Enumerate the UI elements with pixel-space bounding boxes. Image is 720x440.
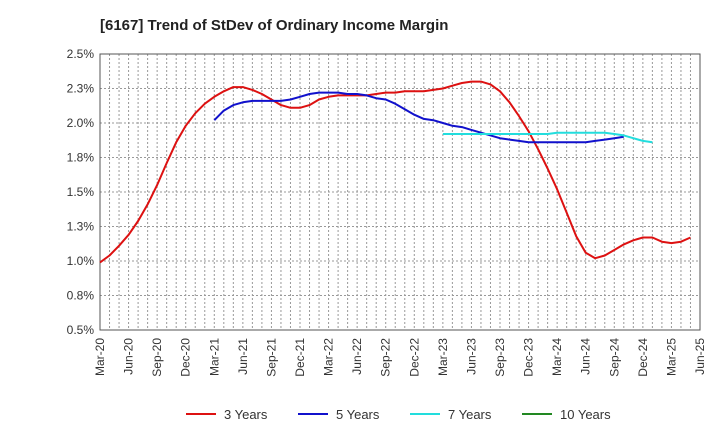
x-tick-label: Sep-22 [379,338,393,377]
x-tick-label: Mar-21 [207,338,221,376]
x-tick-label: Sep-21 [264,338,278,377]
legend-label: 5 Years [336,407,380,422]
legend-label: 7 Years [448,407,492,422]
series-line-2 [213,91,624,144]
x-tick-label: Dec-20 [179,338,193,377]
x-tick-label: Mar-20 [93,338,107,376]
y-tick-label: 2.5% [67,47,95,61]
y-tick-label: 2.0% [67,116,95,130]
legend-label: 10 Years [560,407,611,422]
x-tick-label: Dec-24 [636,338,650,377]
x-tick-label: Dec-23 [522,338,536,377]
y-tick-label: 1.5% [67,185,95,199]
legend-label: 3 Years [224,407,268,422]
series-line-3 [442,131,653,144]
series-lines [99,80,691,264]
legend: 3 Years 5 Years 7 Years 10 Years [186,407,611,422]
y-tick-label: 1.3% [67,220,95,234]
x-tick-label: Jun-24 [579,338,593,375]
y-tick-label: 1.8% [67,151,95,165]
series-line-1 [99,80,691,264]
x-tick-label: Mar-22 [322,338,336,376]
grid [100,54,700,330]
y-tick-label: 1.0% [67,254,95,268]
chart-title: [6167] Trend of StDev of Ordinary Income… [100,17,448,34]
x-tick-label: Sep-20 [150,338,164,377]
x-tick-label: Mar-24 [550,338,564,376]
x-tick-label: Mar-25 [664,338,678,376]
y-tick-label: 2.3% [67,82,95,96]
x-tick-label: Sep-24 [607,338,621,377]
plot-frame [99,53,701,331]
x-tick-label: Jun-25 [693,338,707,375]
y-tick-label: 0.5% [67,323,95,337]
x-axis: Mar-20 Jun-20 Sep-20 Dec-20 Mar-21 Jun-21 Sep-… [93,338,707,377]
x-tick-label: Jun-23 [464,338,478,375]
y-axis: 0.5% 0.8% 1.0% 1.3% 1.5% 1.8% 2.0% 2.3% 2.5% [67,47,95,337]
x-tick-label: Dec-22 [407,338,421,377]
x-tick-label: Jun-21 [236,338,250,375]
x-tick-label: Jun-22 [350,338,364,375]
x-tick-label: Mar-23 [436,338,450,376]
x-tick-label: Sep-23 [493,338,507,377]
x-tick-label: Jun-20 [122,338,136,375]
x-tick-label: Dec-21 [293,338,307,377]
y-tick-label: 0.8% [67,289,95,303]
